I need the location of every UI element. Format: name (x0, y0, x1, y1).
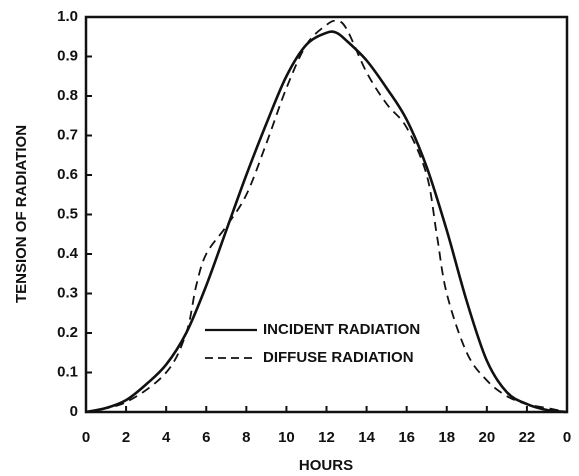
y-axis-label: TENSION OF RADIATION (13, 125, 30, 303)
y-tick-label: 0.5 (57, 205, 78, 222)
x-tick-label: 0 (82, 429, 90, 446)
x-tick-label: 2 (122, 429, 130, 446)
y-tick-label: 0.9 (57, 47, 78, 64)
x-tick-label: 8 (242, 429, 250, 446)
x-axis-label: HOURS (299, 457, 353, 474)
y-tick-label: 0.2 (57, 324, 78, 341)
x-tick-label: 12 (318, 429, 335, 446)
y-tick-label: 0.6 (57, 166, 78, 183)
x-tick-label: 20 (478, 429, 495, 446)
y-tick-label: 0.4 (57, 245, 79, 262)
line (85, 30, 568, 414)
x-tick-label: 18 (438, 429, 455, 446)
y-tick-label: 0.3 (57, 284, 78, 301)
x-tick-label: 16 (398, 429, 415, 446)
x-tick-label: 6 (202, 429, 210, 446)
x-tick-label: 0 (563, 429, 571, 446)
y-tick-label: 0.8 (57, 87, 78, 104)
legend-label: INCIDENT RADIATION (263, 321, 420, 338)
y-tick-label: 1.0 (57, 8, 78, 25)
x-tick-label: 14 (358, 429, 375, 446)
x-tick-label: 10 (278, 429, 295, 446)
x-tick-label: 22 (519, 429, 536, 446)
y-tick-label: 0.7 (57, 126, 78, 143)
legend-label: DIFFUSE RADIATION (263, 349, 414, 366)
y-tick-label: 0.1 (57, 363, 78, 380)
y-tick-label: 0 (70, 403, 78, 420)
x-tick-label: 4 (162, 429, 171, 446)
line (85, 19, 568, 413)
